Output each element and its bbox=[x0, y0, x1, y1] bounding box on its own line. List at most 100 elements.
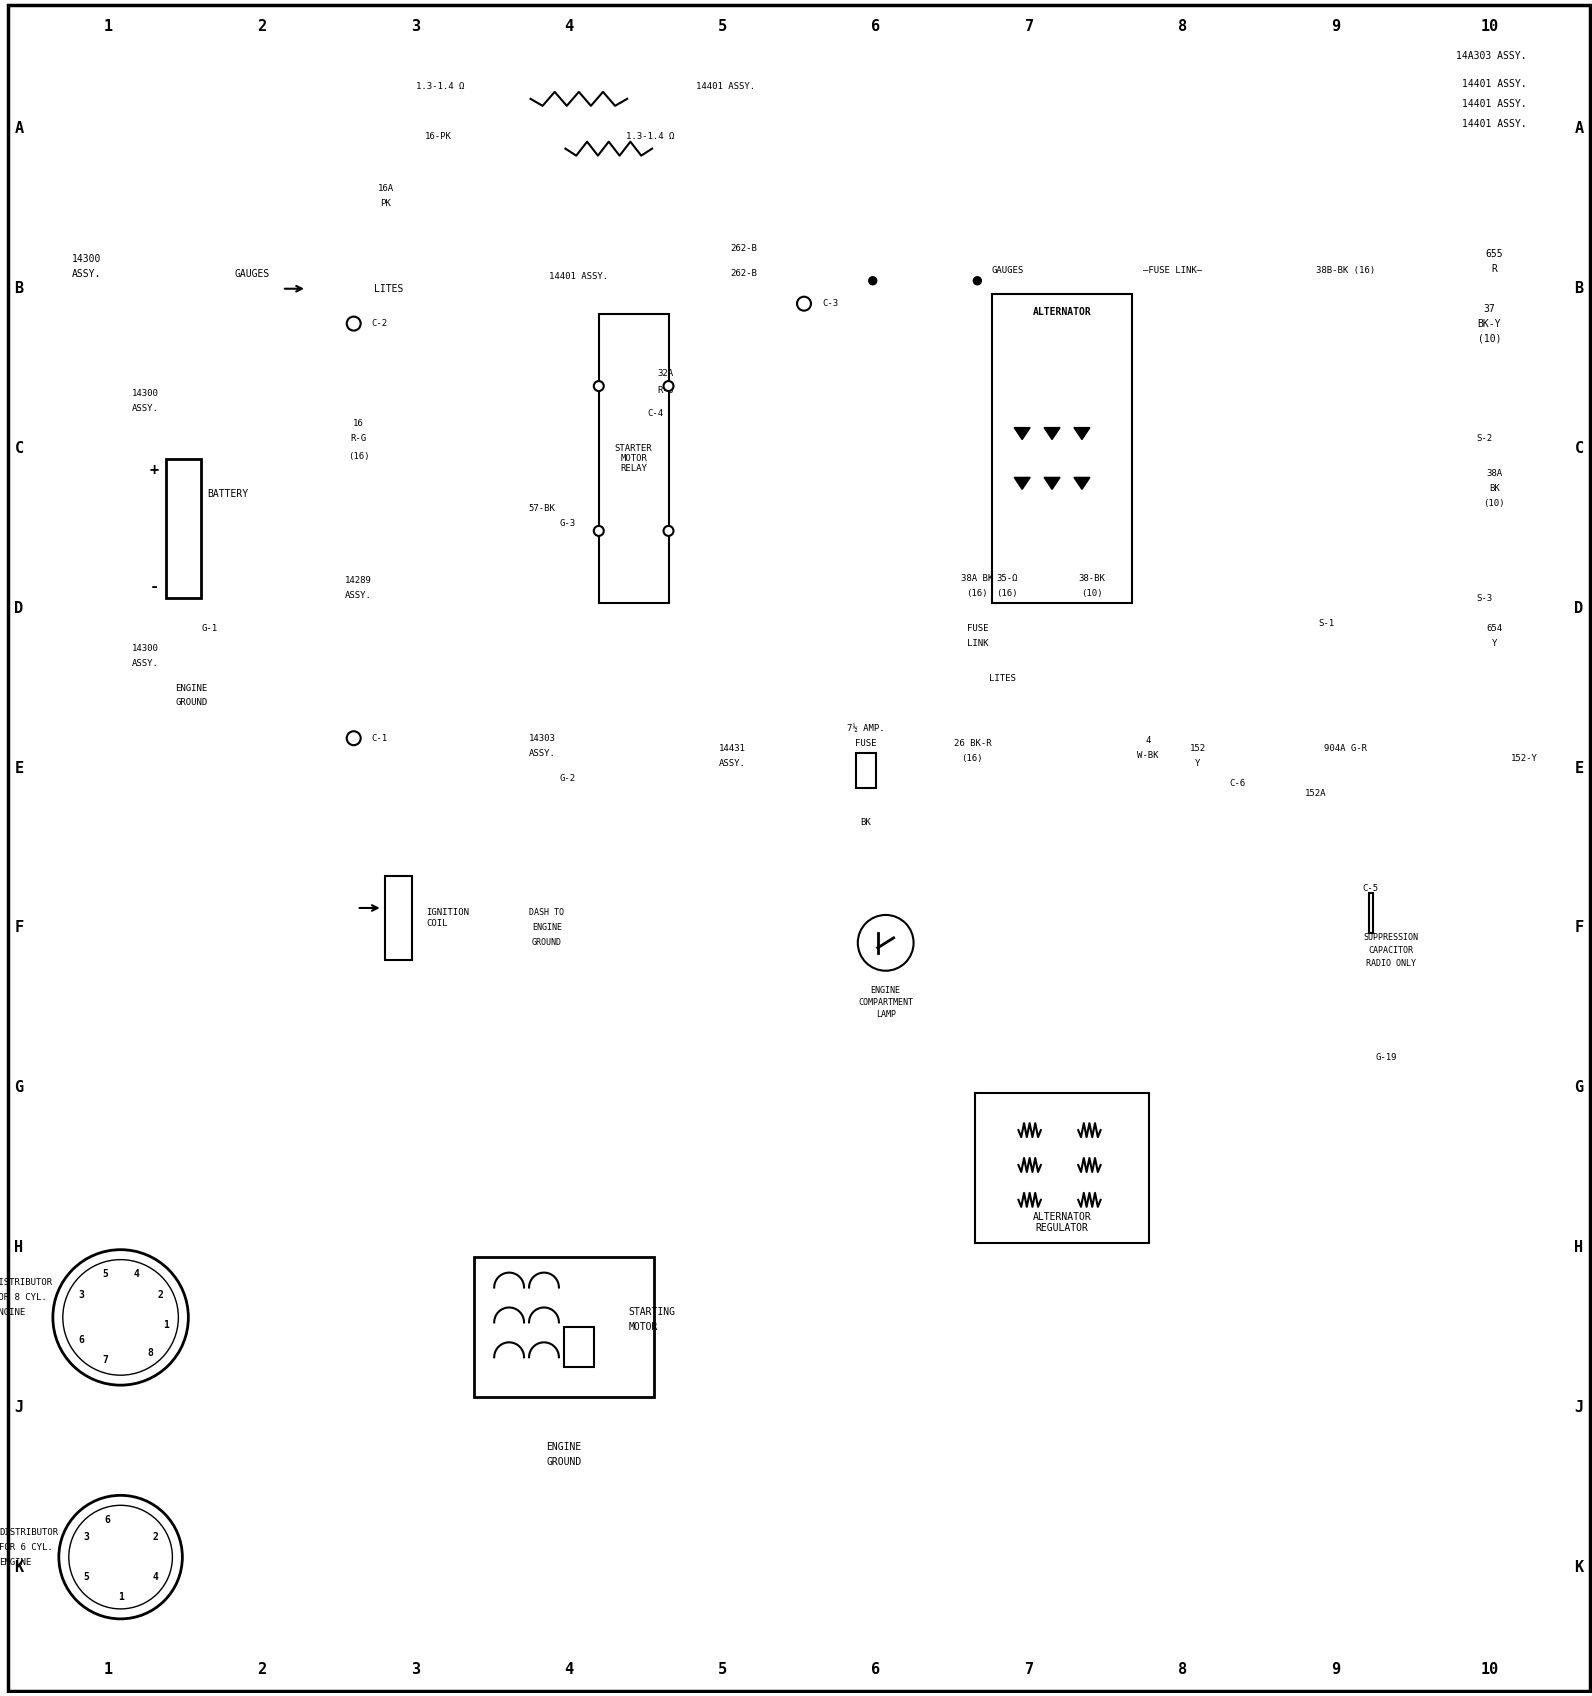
Text: 14300: 14300 bbox=[132, 644, 159, 653]
Text: 35-Ω: 35-Ω bbox=[997, 573, 1017, 583]
Text: ENGINE: ENGINE bbox=[546, 1442, 581, 1452]
Circle shape bbox=[347, 731, 361, 745]
Text: LITES: LITES bbox=[989, 673, 1016, 682]
Text: MOTOR: MOTOR bbox=[629, 1323, 657, 1333]
Text: STARTER
MOTOR
RELAY: STARTER MOTOR RELAY bbox=[615, 444, 653, 473]
Text: BK: BK bbox=[860, 819, 871, 828]
Circle shape bbox=[664, 382, 673, 392]
Circle shape bbox=[869, 276, 877, 285]
Text: 4: 4 bbox=[564, 1662, 573, 1677]
Text: C-6: C-6 bbox=[1229, 778, 1245, 787]
Text: 3: 3 bbox=[78, 1289, 84, 1299]
Text: S-3: S-3 bbox=[1476, 594, 1492, 602]
Text: FUSE: FUSE bbox=[966, 624, 989, 633]
Polygon shape bbox=[1014, 477, 1030, 490]
Text: 8: 8 bbox=[1178, 19, 1188, 34]
Bar bbox=[974, 1092, 1149, 1243]
Circle shape bbox=[347, 317, 361, 331]
Text: H: H bbox=[14, 1240, 24, 1255]
Text: 3: 3 bbox=[83, 1531, 89, 1542]
Text: 7: 7 bbox=[1025, 1662, 1033, 1677]
Text: 14303: 14303 bbox=[529, 734, 556, 743]
Text: 14300: 14300 bbox=[72, 254, 102, 265]
Polygon shape bbox=[1044, 477, 1060, 490]
Text: C: C bbox=[1574, 441, 1584, 456]
Text: 152A: 152A bbox=[1305, 789, 1326, 797]
Text: 14A303 ASSY.: 14A303 ASSY. bbox=[1455, 51, 1527, 61]
Text: 8: 8 bbox=[1178, 1662, 1188, 1677]
Polygon shape bbox=[1014, 427, 1030, 439]
Text: 14401 ASSY.: 14401 ASSY. bbox=[1461, 80, 1527, 88]
Text: GAUGES: GAUGES bbox=[234, 268, 269, 278]
Circle shape bbox=[594, 382, 603, 392]
Text: G: G bbox=[1574, 1080, 1584, 1096]
Text: F: F bbox=[14, 921, 24, 936]
Text: LAMP: LAMP bbox=[876, 1011, 896, 1019]
Text: CAPACITOR: CAPACITOR bbox=[1368, 946, 1414, 955]
Text: C: C bbox=[14, 441, 24, 456]
Text: 4: 4 bbox=[564, 19, 573, 34]
Text: 1.3-1.4 Ω: 1.3-1.4 Ω bbox=[626, 132, 675, 141]
Text: ASSY.: ASSY. bbox=[132, 404, 159, 414]
Text: 38A: 38A bbox=[1487, 468, 1503, 478]
Text: G-2: G-2 bbox=[560, 773, 576, 782]
Text: 262-B: 262-B bbox=[731, 270, 758, 278]
Text: DISTRIBUTOR: DISTRIBUTOR bbox=[0, 1279, 53, 1287]
Text: 38-BK: 38-BK bbox=[1078, 573, 1105, 583]
Text: 2: 2 bbox=[258, 1662, 266, 1677]
Text: 4: 4 bbox=[134, 1269, 139, 1279]
Text: FUSE: FUSE bbox=[855, 739, 877, 748]
Text: 7: 7 bbox=[102, 1355, 108, 1365]
Text: SUPPRESSION: SUPPRESSION bbox=[1363, 933, 1418, 943]
Text: ENGINE: ENGINE bbox=[175, 683, 207, 692]
Text: C-1: C-1 bbox=[371, 734, 388, 743]
Text: 14401 ASSY.: 14401 ASSY. bbox=[696, 83, 755, 92]
Text: K: K bbox=[1574, 1560, 1584, 1574]
Text: FORDIFICATION.COM: FORDIFICATION.COM bbox=[229, 792, 818, 1163]
Text: 152: 152 bbox=[1189, 743, 1205, 753]
Polygon shape bbox=[1075, 427, 1091, 439]
Text: —FUSE LINK—: —FUSE LINK— bbox=[1143, 266, 1202, 275]
Text: C-3: C-3 bbox=[821, 298, 837, 309]
Text: THE '67-'72 FORD PICKUP: THE '67-'72 FORD PICKUP bbox=[401, 884, 866, 1172]
Text: 654: 654 bbox=[1487, 624, 1503, 633]
Text: ASSY.: ASSY. bbox=[72, 268, 102, 278]
Text: 37: 37 bbox=[1484, 304, 1495, 314]
Text: F: F bbox=[1574, 921, 1584, 936]
Text: GROUND: GROUND bbox=[546, 1457, 581, 1467]
Text: ENGINE: ENGINE bbox=[0, 1557, 32, 1567]
Text: 14300: 14300 bbox=[132, 388, 159, 399]
Text: Y: Y bbox=[1196, 758, 1200, 768]
Text: ASSY.: ASSY. bbox=[345, 590, 373, 600]
Text: ENGINE: ENGINE bbox=[532, 923, 562, 933]
Text: -: - bbox=[150, 578, 159, 594]
Text: FOR 6 CYL.: FOR 6 CYL. bbox=[0, 1543, 53, 1552]
Text: (10): (10) bbox=[1484, 499, 1504, 507]
Text: COMPARTMENT: COMPARTMENT bbox=[858, 999, 914, 1007]
Text: DASH TO: DASH TO bbox=[530, 909, 565, 918]
Text: 10: 10 bbox=[1481, 1662, 1498, 1677]
Text: 9: 9 bbox=[1331, 19, 1340, 34]
Text: (10): (10) bbox=[1081, 589, 1103, 599]
Text: ALTERNATOR: ALTERNATOR bbox=[1033, 307, 1092, 317]
Text: 1: 1 bbox=[162, 1321, 169, 1330]
Text: B: B bbox=[1574, 282, 1584, 297]
Text: 2: 2 bbox=[258, 19, 266, 34]
Text: J: J bbox=[14, 1399, 24, 1414]
Text: (16): (16) bbox=[349, 453, 369, 461]
Text: ASSY.: ASSY. bbox=[132, 658, 159, 668]
Text: 4: 4 bbox=[153, 1572, 158, 1582]
Text: 5: 5 bbox=[83, 1572, 89, 1582]
Text: ASSY.: ASSY. bbox=[720, 758, 745, 768]
Polygon shape bbox=[1044, 427, 1060, 439]
Text: 5: 5 bbox=[718, 1662, 728, 1677]
Text: +: + bbox=[150, 463, 159, 478]
Text: 5: 5 bbox=[718, 19, 728, 34]
Bar bbox=[1369, 894, 1372, 933]
Bar bbox=[992, 293, 1132, 604]
Text: 655: 655 bbox=[1485, 249, 1503, 259]
Text: (10): (10) bbox=[1477, 334, 1501, 344]
Text: 1: 1 bbox=[118, 1593, 124, 1603]
Text: 16-PK: 16-PK bbox=[425, 132, 452, 141]
Text: A: A bbox=[1574, 122, 1584, 136]
